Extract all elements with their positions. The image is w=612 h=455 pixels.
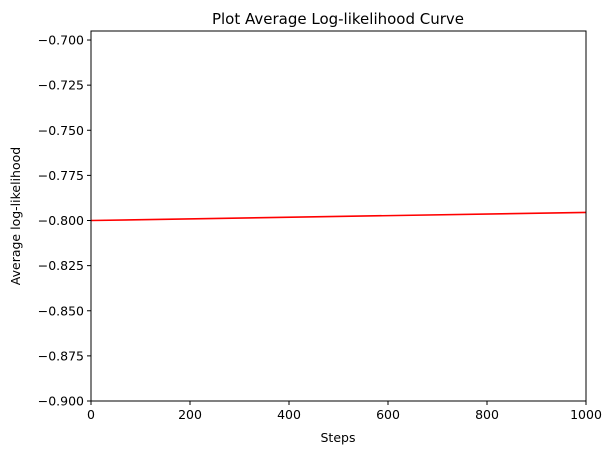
series-layer bbox=[90, 211, 587, 222]
y-tick-label: −0.775 bbox=[38, 168, 84, 183]
y-axis-label: Average log-likelihood bbox=[8, 147, 23, 285]
x-tick-label: 200 bbox=[178, 407, 202, 422]
x-axis: 0 200 400 600 800 1000 bbox=[87, 401, 602, 422]
y-tick-label: −0.700 bbox=[38, 33, 84, 48]
y-axis: −0.700 −0.725 −0.750 −0.775 −0.800 −0.825 −0.8… bbox=[38, 33, 91, 409]
y-tick-label: −0.750 bbox=[38, 123, 84, 138]
y-tick-label: −0.875 bbox=[38, 348, 84, 363]
x-axis-label: Steps bbox=[321, 430, 356, 445]
series-line-0 bbox=[90, 211, 587, 222]
y-tick-label: −0.725 bbox=[38, 78, 84, 93]
x-tick-label: 1000 bbox=[570, 407, 602, 422]
x-tick-label: 0 bbox=[87, 407, 95, 422]
y-tick-label: −0.800 bbox=[38, 213, 84, 228]
y-tick-label: −0.825 bbox=[38, 258, 84, 273]
chart-title: Plot Average Log-likelihood Curve bbox=[212, 10, 464, 28]
x-tick-label: 400 bbox=[277, 407, 301, 422]
plot-frame bbox=[90, 30, 587, 402]
x-tick-label: 800 bbox=[475, 407, 499, 422]
x-tick-label: 600 bbox=[376, 407, 400, 422]
y-tick-label: −0.850 bbox=[38, 303, 84, 318]
y-tick-label: −0.900 bbox=[38, 394, 84, 409]
